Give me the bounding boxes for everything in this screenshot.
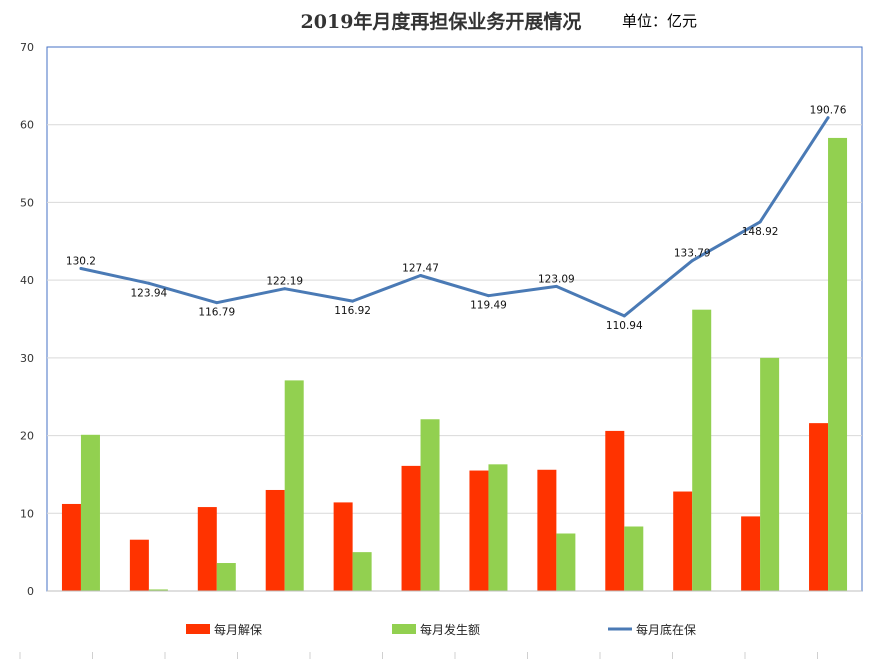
bottom-ticks (19, 652, 818, 659)
legend-label: 每月解保 (214, 622, 262, 637)
bar-release (61, 503, 81, 591)
bar-issued (80, 434, 100, 591)
bar-release (197, 507, 217, 591)
y-axis: 0 10 20 30 40 50 60 70 (20, 41, 34, 598)
legend-label: 每月发生额 (420, 622, 480, 637)
bar-issued (284, 380, 304, 591)
line-data-label: 148.92 (742, 226, 779, 238)
line-point (758, 220, 762, 224)
line-data-label: 123.94 (131, 287, 168, 299)
line-point (690, 259, 694, 263)
line-point (215, 301, 219, 305)
line-point (554, 284, 558, 288)
gridlines (47, 124, 862, 514)
legend-issued: 每月发生额 (392, 622, 480, 637)
line-point (622, 314, 626, 318)
line-data-label: 190.76 (810, 105, 847, 117)
line-data-labels: 130.2 123.94 116.79 122.19 116.92 127.47 119.4… (66, 105, 847, 332)
bar-issued (556, 533, 576, 591)
bar-issued (488, 464, 508, 591)
legend-balance: 每月底在保 (608, 622, 696, 637)
bar-release (469, 470, 489, 591)
bar-release (741, 516, 761, 591)
y-tick-label: 50 (20, 196, 34, 209)
line-data-label: 123.09 (538, 273, 575, 285)
bars (61, 137, 848, 591)
y-tick-label: 30 (20, 352, 34, 365)
line-point (147, 281, 151, 285)
line-point (283, 287, 287, 291)
bar-release (673, 491, 693, 591)
legend-label: 每月底在保 (636, 622, 696, 637)
line-data-label: 110.94 (606, 320, 643, 332)
legend-release: 每月解保 (186, 622, 262, 637)
bar-release (333, 502, 353, 591)
legend-swatch (186, 624, 210, 634)
bar-issued (420, 419, 440, 591)
line-data-label: 116.92 (334, 305, 371, 317)
bar-issued (148, 589, 168, 591)
bar-issued (216, 563, 236, 591)
line-data-label: 133.79 (674, 248, 711, 260)
bar-release (401, 465, 421, 591)
line-data-label: 127.47 (402, 262, 439, 274)
bar-issued (760, 357, 780, 591)
legend: 每月解保 每月发生额 每月底在保 (186, 622, 696, 637)
balance-line (79, 116, 830, 318)
y-tick-label: 70 (20, 41, 34, 54)
line-point (826, 116, 830, 120)
line-data-label: 119.49 (470, 300, 507, 312)
line-point (419, 273, 423, 277)
bar-release (605, 430, 625, 591)
bar-release (809, 423, 829, 591)
line-point (351, 299, 355, 303)
line-data-label: 122.19 (266, 276, 303, 288)
legend-swatch (392, 624, 416, 634)
line-data-label: 116.79 (198, 307, 235, 319)
unit-label: 单位：亿元 (622, 12, 697, 30)
line-point (486, 294, 490, 298)
bar-release (537, 469, 557, 591)
bar-issued (352, 552, 372, 591)
y-tick-label: 20 (20, 430, 34, 443)
chart-title: 2019年月度再担保业务开展情况 (301, 10, 582, 33)
balance-line-group (79, 116, 830, 318)
bar-issued (828, 137, 848, 591)
bar-release (129, 539, 149, 591)
line-point (79, 266, 83, 270)
y-tick-label: 0 (27, 585, 34, 598)
bar-issued (624, 526, 644, 591)
line-data-label: 130.2 (66, 255, 96, 267)
plot-area-border (46, 46, 863, 592)
bar-issued (692, 309, 712, 591)
y-tick-label: 10 (20, 507, 34, 520)
y-tick-label: 40 (20, 274, 34, 287)
y-tick-label: 60 (20, 119, 34, 132)
bar-release (265, 489, 285, 591)
